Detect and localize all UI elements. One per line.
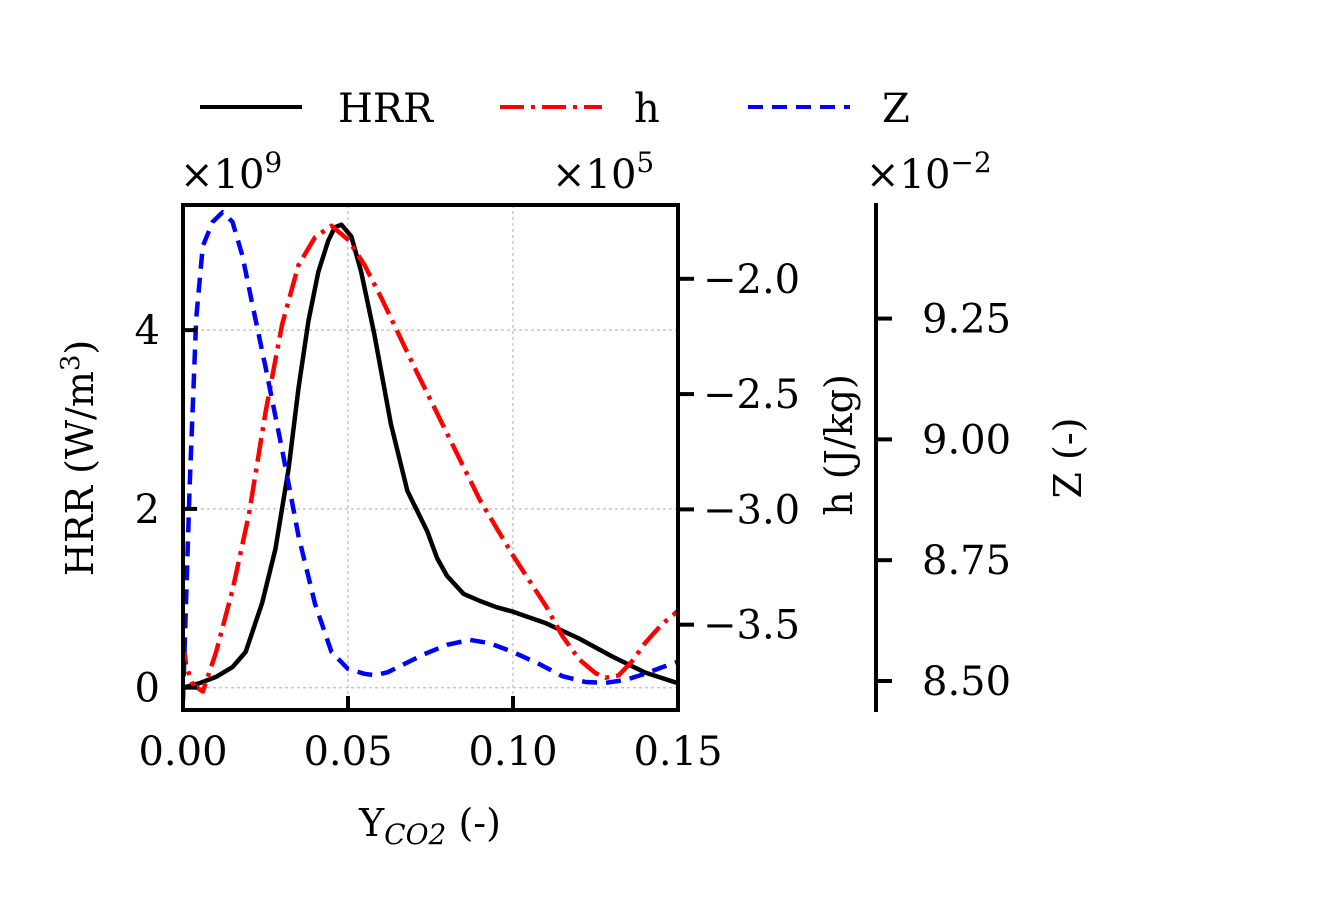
x-axis-title: YCO2 (-)	[358, 801, 501, 851]
ticks-layer: 0.00 0.05 0.10 0.15 0 2 4 −3.5 −3.0 −2.5 −2.0 8.50 8…	[135, 257, 1012, 775]
h-tick-label: −3.0	[703, 487, 800, 533]
hrr-axis-multiplier: ×109	[180, 146, 282, 198]
x-tick-label: 0.05	[303, 729, 392, 775]
z-tick-label: 9.00	[922, 417, 1011, 463]
h-axis-multiplier: ×105	[552, 146, 654, 198]
series-line-h	[183, 223, 678, 694]
z-tick-label: 9.25	[922, 297, 1011, 343]
hrr-tick-label: 4	[135, 308, 160, 354]
x-tick-label: 0.00	[138, 729, 227, 775]
h-tick-label: −2.0	[703, 257, 800, 303]
legend-z-label: Z	[882, 86, 910, 132]
hrr-tick-label: 2	[135, 487, 160, 533]
series-line-z	[183, 209, 678, 701]
hrr-axis-title: HRR (W/m3)	[56, 340, 102, 577]
z-axis-multiplier: ×10−2	[866, 146, 992, 198]
h-tick-label: −3.5	[703, 603, 800, 649]
z-tick-label: 8.75	[922, 538, 1011, 584]
legend-h-label: h	[634, 86, 660, 132]
x-tick-label: 0.10	[468, 729, 557, 775]
legend: HRR h Z	[200, 86, 910, 132]
z-axis-title: Z (-)	[1046, 418, 1090, 499]
z-tick-label: 8.50	[922, 659, 1011, 705]
x-tick-label: 0.15	[633, 729, 722, 775]
h-tick-label: −2.5	[703, 372, 800, 418]
series-line-hrr	[183, 222, 678, 690]
legend-hrr-label: HRR	[338, 86, 435, 132]
series-layer	[183, 209, 678, 701]
h-axis-title: h (J/kg)	[817, 374, 861, 516]
plot-frame	[181, 203, 680, 712]
hrr-tick-label: 0	[135, 666, 160, 712]
